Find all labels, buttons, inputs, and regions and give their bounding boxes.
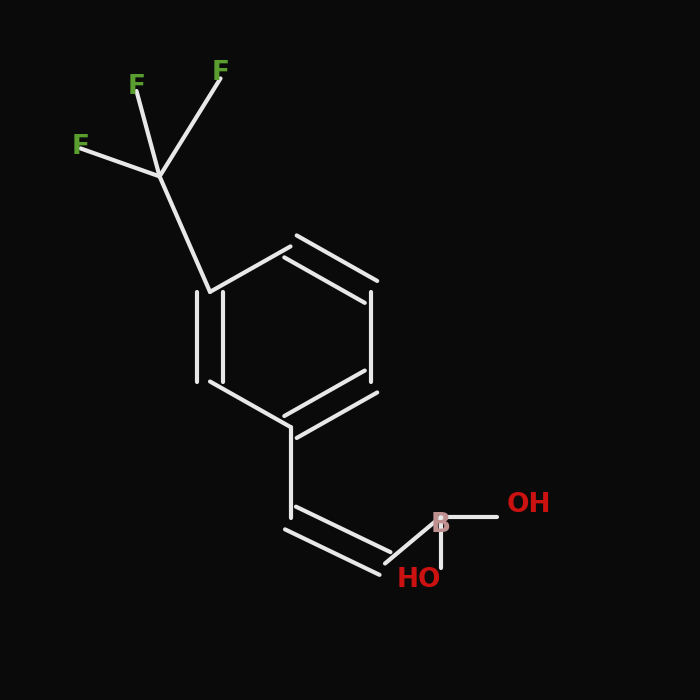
Text: HO: HO: [396, 566, 441, 593]
Text: OH: OH: [506, 492, 551, 519]
Text: F: F: [71, 134, 90, 160]
Text: F: F: [211, 60, 230, 87]
Text: B: B: [431, 512, 451, 538]
Text: F: F: [127, 74, 146, 101]
